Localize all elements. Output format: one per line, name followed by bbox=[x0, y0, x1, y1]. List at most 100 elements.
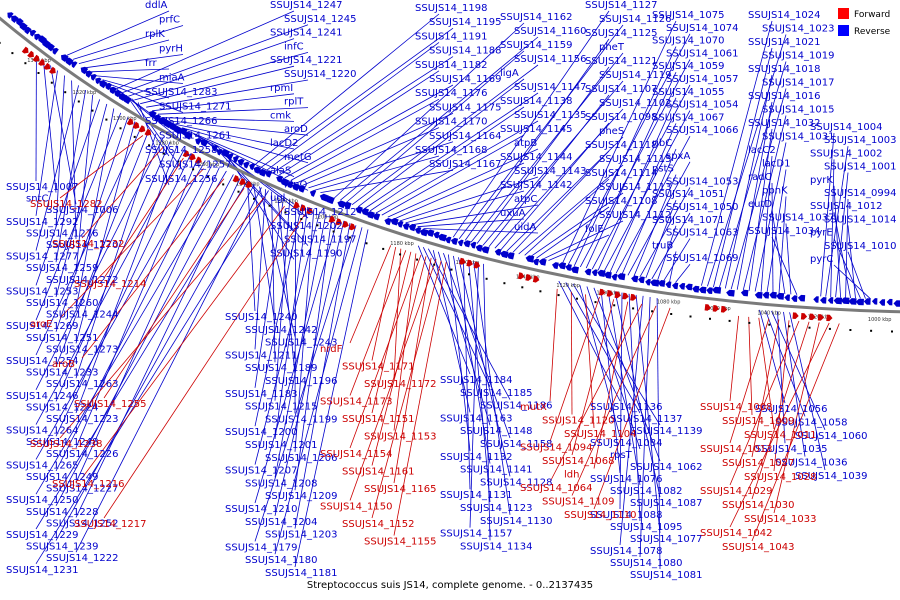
reverse-gene bbox=[470, 241, 477, 249]
gene-label: SSUJS14_1104 bbox=[564, 429, 637, 440]
gene-label: SSUJS14_1220 bbox=[284, 69, 357, 80]
reverse-gene bbox=[29, 29, 37, 37]
minor-marker bbox=[162, 152, 165, 155]
forward-gene bbox=[328, 215, 336, 223]
minor-marker bbox=[485, 277, 488, 280]
minor-marker bbox=[539, 290, 542, 293]
strand-legend: Forward Reverse bbox=[838, 8, 891, 37]
leader-line bbox=[469, 262, 479, 528]
leader-line bbox=[530, 192, 624, 257]
gene-label: SSUJS14_1027 bbox=[722, 458, 795, 469]
reverse-gene bbox=[433, 231, 440, 239]
leader-line bbox=[277, 194, 296, 376]
reverse-gene bbox=[90, 74, 97, 81]
minor-marker bbox=[332, 230, 335, 233]
gene-label: SSUJS14_1179 bbox=[225, 542, 298, 553]
leader-line bbox=[730, 88, 787, 290]
leader-line bbox=[635, 294, 661, 534]
backbone-curve bbox=[0, 16, 900, 314]
forward-gene bbox=[704, 304, 711, 311]
gene-label: SSUJS14_1238 bbox=[30, 439, 103, 450]
gene-label: SSUJS14_1150 bbox=[320, 502, 393, 513]
gene-label: SSUJS14_1210 bbox=[225, 504, 298, 515]
gene-label: SSUJS14_1161 bbox=[342, 467, 415, 478]
leader-line bbox=[651, 212, 691, 280]
gene-label: SSUJS14_1121 bbox=[585, 56, 658, 67]
reverse-gene bbox=[99, 80, 108, 89]
gene-label: SSUJS14_1067 bbox=[652, 112, 725, 123]
gene-label: SSUJS14_1186 bbox=[480, 401, 553, 412]
gene-label: ppnK bbox=[762, 186, 788, 197]
reverse-gene bbox=[813, 296, 819, 303]
forward-gene bbox=[232, 175, 240, 183]
gene-label: SSUJS14_1071 bbox=[652, 215, 725, 226]
minor-marker bbox=[119, 127, 122, 130]
leader-line bbox=[619, 292, 623, 510]
leader-line bbox=[128, 38, 295, 97]
leader-line bbox=[146, 79, 309, 108]
reverse-gene bbox=[105, 82, 113, 91]
gene-label: nrdF bbox=[320, 344, 343, 355]
legend-forward-swatch bbox=[838, 8, 849, 19]
minor-marker bbox=[268, 204, 271, 207]
leader-line bbox=[536, 206, 610, 259]
gene-label: SSUJS14_1212 bbox=[284, 207, 357, 218]
axis-tick-label: 1220 kbp bbox=[274, 198, 298, 204]
minor-marker bbox=[849, 329, 852, 331]
forward-gene bbox=[306, 207, 313, 215]
leader-line bbox=[751, 323, 840, 542]
gene-label: miaA bbox=[159, 73, 185, 84]
gene-label: pyrH bbox=[159, 44, 183, 55]
gene-label: SSUJS14_1292 bbox=[6, 217, 79, 228]
leader-line bbox=[512, 150, 610, 253]
gene-label: pheS bbox=[599, 126, 624, 137]
axis-tick-label: 1320 kbp bbox=[73, 90, 97, 96]
gene-label: SSUJS14_1224 bbox=[26, 402, 99, 413]
reverse-gene bbox=[475, 244, 483, 252]
leader-line bbox=[66, 10, 170, 56]
gene-label: SSUJS14_1269 bbox=[6, 321, 79, 332]
reverse-gene bbox=[706, 287, 713, 294]
gene-label: SSUJS14_1159 bbox=[500, 40, 573, 51]
minor-marker bbox=[651, 310, 654, 313]
reverse-gene bbox=[384, 218, 392, 226]
gene-label: SSUJS14_1134 bbox=[460, 541, 533, 552]
gene-label: SSUJS14_1017 bbox=[762, 78, 835, 89]
legend-reverse-swatch bbox=[838, 25, 849, 36]
reverse-gene bbox=[276, 175, 284, 183]
gene-label: SSUJS14_1260 bbox=[26, 298, 99, 309]
gene-label: SSUJS14_1074 bbox=[666, 23, 739, 34]
forward-gene bbox=[809, 313, 816, 321]
reverse-gene bbox=[886, 298, 893, 306]
reverse-gene bbox=[791, 295, 798, 302]
leader-line bbox=[274, 220, 345, 516]
gene-label: pyrK bbox=[810, 175, 833, 186]
forward-gene bbox=[517, 272, 525, 280]
leader-line bbox=[294, 229, 369, 568]
leader-line bbox=[308, 141, 454, 189]
gene-label: SSUJS14_1144 bbox=[500, 152, 573, 163]
leader-line bbox=[187, 130, 295, 177]
leader-line bbox=[75, 108, 115, 309]
leader-line bbox=[254, 204, 303, 427]
reverse-gene bbox=[481, 246, 490, 254]
minor-marker bbox=[349, 236, 351, 239]
leader-line bbox=[122, 24, 309, 93]
leader-line bbox=[75, 145, 178, 414]
minor-marker bbox=[192, 168, 195, 171]
leader-line bbox=[833, 238, 861, 299]
gene-label: SSUJS14_1094 bbox=[520, 443, 593, 454]
reverse-gene bbox=[672, 282, 679, 290]
gene-label: SSUJS14_1015 bbox=[762, 105, 835, 116]
leader-line bbox=[35, 70, 58, 216]
reverse-gene bbox=[840, 297, 850, 305]
leader-line bbox=[565, 282, 641, 414]
gene-label: SSUJS14_1221 bbox=[270, 55, 343, 66]
forward-gene bbox=[348, 223, 356, 231]
reverse-gene bbox=[325, 196, 335, 205]
gene-label: SSUJS14_1250 bbox=[6, 495, 79, 506]
minor-marker bbox=[689, 315, 692, 318]
gene-label: SSUJS14_1120 bbox=[542, 416, 615, 427]
minor-marker bbox=[365, 242, 368, 245]
